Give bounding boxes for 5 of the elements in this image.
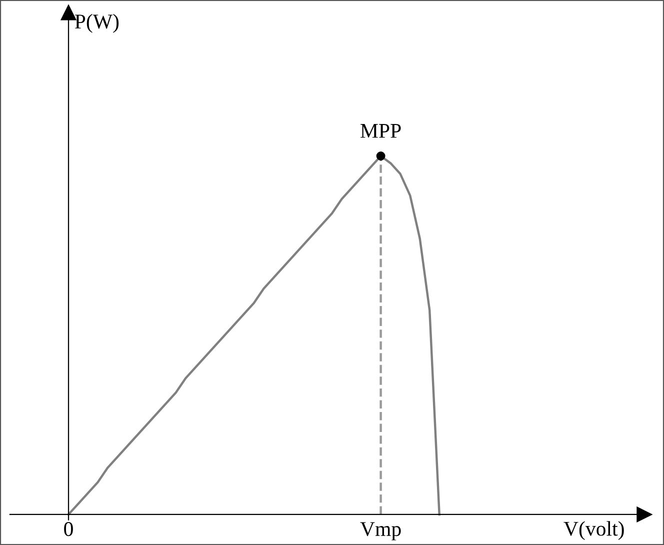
text: P(W): [74, 14, 119, 33]
annotation: MPP: [360, 124, 401, 138]
x-axis-title: V(volt): [564, 521, 624, 540]
x-tick-label: 0: [64, 522, 73, 536]
x-tick-label: Vmp: [360, 522, 401, 540]
